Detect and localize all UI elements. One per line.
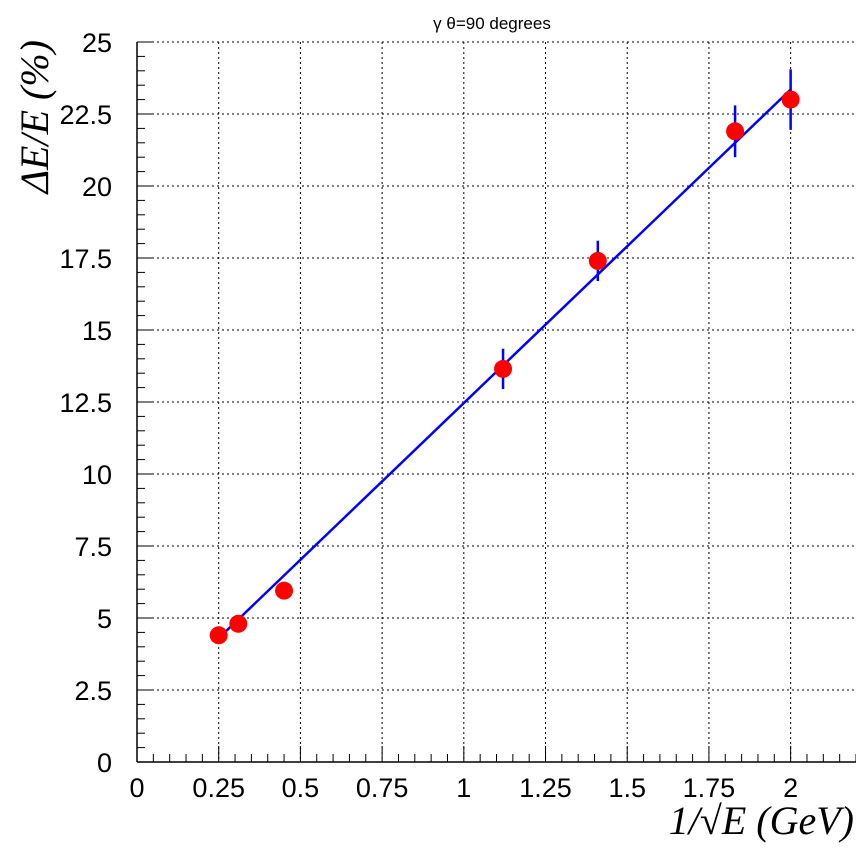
y-tick-label: 15 (82, 316, 112, 346)
x-tick-label: 0.5 (282, 773, 320, 803)
y-axis-label: ΔE/E (%) (12, 40, 57, 195)
y-tick-label: 17.5 (59, 244, 112, 274)
x-tick-label: 1 (456, 773, 471, 803)
ticks (136, 41, 856, 763)
y-tick-label: 0 (97, 748, 112, 778)
tick-labels: 0 2.5 5 7.5 10 12.5 15 17.5 20 22.5 25 0 0.25 0.5 0.75… (59, 28, 798, 803)
x-tick-label: 1.25 (519, 773, 572, 803)
x-tick-label: 0.75 (356, 773, 409, 803)
data-point (209, 626, 228, 645)
y-tick-label: 22.5 (59, 100, 112, 130)
y-tick-label: 2.5 (74, 676, 112, 706)
y-tick-label: 12.5 (59, 388, 112, 418)
y-tick-label: 20 (82, 172, 112, 202)
y-tick-label: 25 (82, 28, 112, 58)
data-point (781, 90, 800, 109)
x-tick-label: 0.25 (192, 773, 245, 803)
y-tick-label: 10 (82, 460, 112, 490)
data-point (588, 251, 607, 270)
x-tick-label: 2 (783, 773, 798, 803)
grid (137, 41, 856, 762)
data-point (494, 359, 513, 378)
x-axis-label: 1/√E (GeV) (669, 798, 854, 843)
y-tick-label: 5 (97, 604, 112, 634)
y-tick-label: 7.5 (74, 532, 112, 562)
x-tick-label: 0 (129, 773, 144, 803)
x-tick-label: 1.5 (608, 773, 646, 803)
data-point (275, 581, 294, 600)
data-point (229, 614, 248, 633)
chart-title: γ θ=90 degrees (433, 14, 551, 33)
data-points (209, 69, 800, 645)
x-tick-label: 1.75 (683, 773, 736, 803)
data-point (726, 122, 745, 141)
